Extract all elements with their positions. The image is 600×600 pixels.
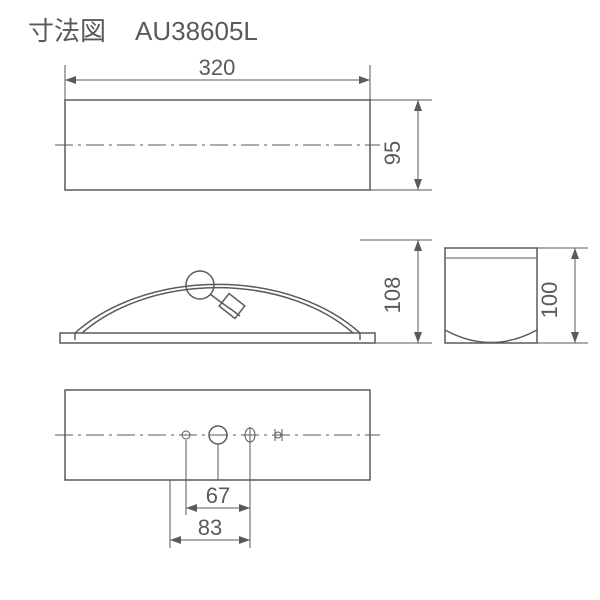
- right-view: [445, 248, 537, 343]
- dim-bottom-outer-value: 83: [198, 515, 222, 540]
- bulb-icon: [186, 271, 245, 318]
- dim-height-right: 100: [537, 248, 588, 343]
- dim-width: 320: [65, 55, 370, 100]
- bottom-view: [55, 390, 380, 480]
- side-view: [60, 271, 375, 343]
- dim-height-mid: 108: [360, 240, 432, 343]
- title-label-1: 寸法図: [28, 16, 106, 46]
- dim-height-mid-value: 108: [380, 277, 405, 314]
- dim-bottom-inner-value: 67: [206, 483, 230, 508]
- dim-height-right-value: 100: [537, 282, 562, 319]
- dim-width-value: 320: [199, 55, 236, 80]
- dim-height-top-value: 95: [380, 141, 405, 165]
- dim-bottom: 67 83: [170, 440, 250, 548]
- title-label-2: AU38605L: [135, 16, 258, 46]
- top-view: [55, 100, 380, 190]
- dim-height-top: 95: [370, 100, 432, 190]
